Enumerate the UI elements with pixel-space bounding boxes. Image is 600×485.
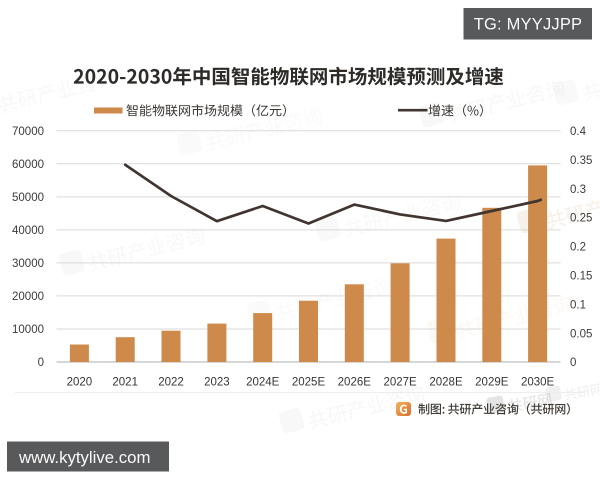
svg-text:40000: 40000: [12, 225, 44, 237]
svg-text:60000: 60000: [12, 159, 44, 171]
svg-text:www.kytylive.com: www.kytylive.com: [18, 448, 150, 467]
svg-text:30000: 30000: [12, 258, 44, 270]
svg-text:0.4: 0.4: [570, 126, 587, 138]
svg-text:0: 0: [570, 357, 576, 369]
svg-text:TG: MYYJJPP: TG: MYYJJPP: [474, 16, 583, 34]
svg-text:0.05: 0.05: [570, 328, 592, 340]
svg-text:0.3: 0.3: [570, 184, 586, 196]
svg-text:2029E: 2029E: [475, 377, 509, 389]
svg-text:70000: 70000: [12, 126, 44, 138]
svg-text:2028E: 2028E: [429, 377, 463, 389]
svg-text:2026E: 2026E: [338, 377, 372, 389]
svg-text:2024E: 2024E: [246, 377, 280, 389]
svg-text:10000: 10000: [12, 324, 44, 336]
svg-text:2021: 2021: [112, 377, 138, 389]
svg-text:0.35: 0.35: [570, 155, 592, 167]
svg-text:0.2: 0.2: [570, 242, 586, 254]
svg-text:2030E: 2030E: [521, 377, 555, 389]
svg-text:0.1: 0.1: [570, 299, 586, 311]
svg-text:2025E: 2025E: [292, 377, 326, 389]
svg-text:2020: 2020: [67, 377, 93, 389]
svg-text:2023: 2023: [204, 377, 230, 389]
svg-text:0: 0: [38, 357, 44, 369]
svg-text:0.25: 0.25: [570, 213, 592, 225]
svg-text:2022: 2022: [158, 377, 184, 389]
svg-text:50000: 50000: [12, 192, 44, 204]
svg-text:0.15: 0.15: [570, 271, 592, 283]
svg-text:20000: 20000: [12, 291, 44, 303]
svg-text:2027E: 2027E: [383, 377, 417, 389]
